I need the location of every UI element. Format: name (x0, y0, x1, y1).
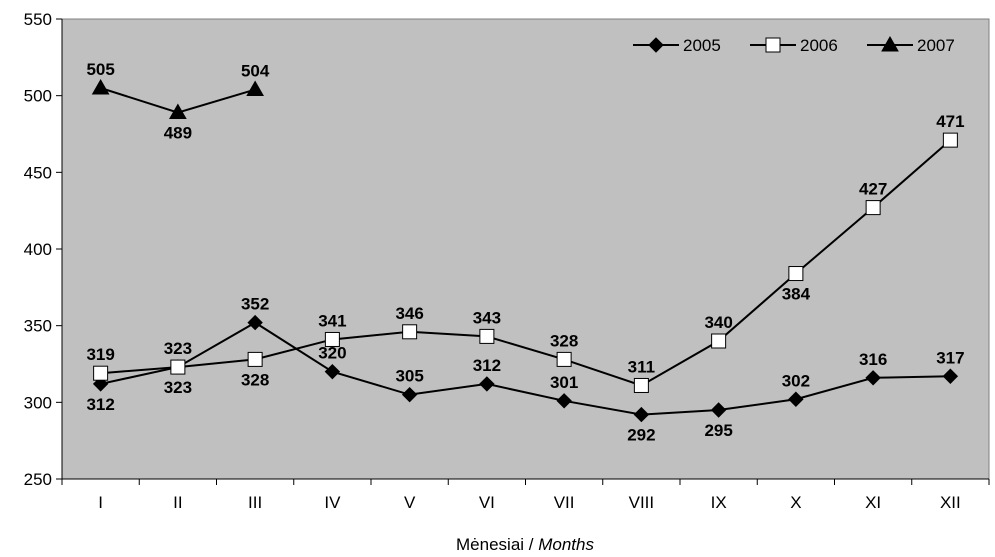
data-label-2005: 312 (473, 356, 501, 375)
series-line-2006 (100, 139, 952, 387)
data-label-2007: 489 (164, 124, 192, 143)
data-label-2005: 316 (859, 350, 887, 369)
data-label-2006: 328 (550, 331, 578, 350)
x-tick-label: IX (711, 493, 727, 512)
x-tick-label: XI (865, 493, 881, 512)
data-label-2005: 292 (627, 426, 655, 445)
legend: 2005 2006 2007 (633, 35, 955, 55)
x-tick-label: VI (479, 493, 495, 512)
y-tick-label: 550 (24, 10, 52, 29)
legend-label-2005: 2005 (683, 36, 721, 55)
data-point-2005 (710, 402, 727, 418)
data-labels: 312 323 352 320 305 312 301 292 295 302 316 317 319 3… (86, 60, 964, 445)
data-point-2005 (479, 376, 495, 392)
data-point-2007 (169, 103, 187, 120)
data-label-2005: 320 (318, 344, 346, 363)
data-point-2005 (942, 368, 959, 384)
data-point-2006 (402, 324, 418, 340)
y-axis: 250 300 350 400 450 500 550 (24, 10, 63, 489)
data-point-2006 (479, 328, 495, 344)
data-label-2005: 305 (395, 367, 423, 386)
data-label-2005: 352 (241, 295, 269, 314)
x-tick-label: X (790, 493, 801, 512)
data-label-2006: 346 (395, 304, 423, 323)
x-tick-label: IV (324, 493, 341, 512)
data-point-2006 (93, 365, 109, 381)
x-tick-label: V (404, 493, 416, 512)
series-markers (91, 78, 959, 423)
data-point-2006 (942, 132, 958, 148)
data-label-2005: 295 (704, 421, 732, 440)
data-point-2005 (788, 391, 804, 407)
legend-marker-2005 (648, 37, 664, 53)
x-tick-label: VII (554, 493, 575, 512)
data-point-2005 (247, 314, 263, 331)
data-label-2005: 312 (86, 395, 114, 414)
data-point-2005 (633, 406, 650, 423)
data-label-2005: 317 (936, 348, 964, 367)
y-tick-label: 400 (24, 240, 52, 259)
series-line-2005 (100, 321, 951, 416)
data-label-2006: 323 (164, 339, 192, 358)
data-label-2006: 471 (936, 112, 964, 131)
x-tick-label: XII (940, 493, 961, 512)
data-label-2006: 427 (859, 180, 887, 199)
data-point-2006 (711, 333, 727, 349)
legend-marker-2007 (881, 35, 899, 52)
data-point-2005 (324, 363, 341, 380)
legend-label-2007: 2007 (917, 36, 955, 55)
data-label-2006: 340 (704, 313, 732, 332)
data-label-2006: 311 (628, 357, 655, 376)
data-label-2007: 505 (86, 60, 114, 79)
x-tick-label: III (248, 493, 262, 512)
data-label-2006: 328 (241, 370, 269, 389)
data-point-2005 (401, 386, 418, 403)
data-label-2006: 319 (86, 345, 114, 364)
legend-marker-2006 (765, 37, 781, 53)
data-label-2006: 384 (782, 285, 811, 304)
data-point-2007 (91, 78, 110, 95)
data-point-2006 (788, 266, 804, 282)
data-point-2007 (246, 80, 264, 97)
x-tick-label: I (98, 493, 103, 512)
x-tick-label: VIII (629, 493, 655, 512)
data-point-2006 (247, 351, 263, 367)
x-axis: I II III IV V VI VII VIII IX X XI XII (61, 478, 990, 512)
data-label-2006: 341 (318, 311, 346, 330)
data-point-2005 (865, 370, 881, 386)
data-point-2006 (170, 359, 186, 375)
x-tick-label: II (173, 493, 182, 512)
data-label-2005: 301 (550, 373, 578, 392)
data-point-2006 (633, 377, 649, 393)
data-point-2006 (556, 351, 572, 367)
data-point-2006 (324, 331, 340, 347)
data-point-2006 (865, 200, 881, 216)
plot-area (61, 18, 990, 480)
x-axis-title: Mėnesiai / Months (456, 535, 594, 554)
data-label-2006: 343 (473, 308, 501, 327)
y-tick-label: 500 (24, 87, 52, 106)
y-tick-label: 250 (24, 470, 52, 489)
y-tick-label: 450 (24, 163, 52, 182)
y-tick-label: 300 (24, 393, 52, 412)
data-label-2005: 323 (164, 378, 192, 397)
data-label-2005: 302 (782, 371, 810, 390)
legend-label-2006: 2006 (800, 36, 838, 55)
data-point-2005 (556, 393, 572, 409)
data-label-2007: 504 (241, 62, 270, 81)
y-tick-label: 350 (24, 317, 52, 336)
